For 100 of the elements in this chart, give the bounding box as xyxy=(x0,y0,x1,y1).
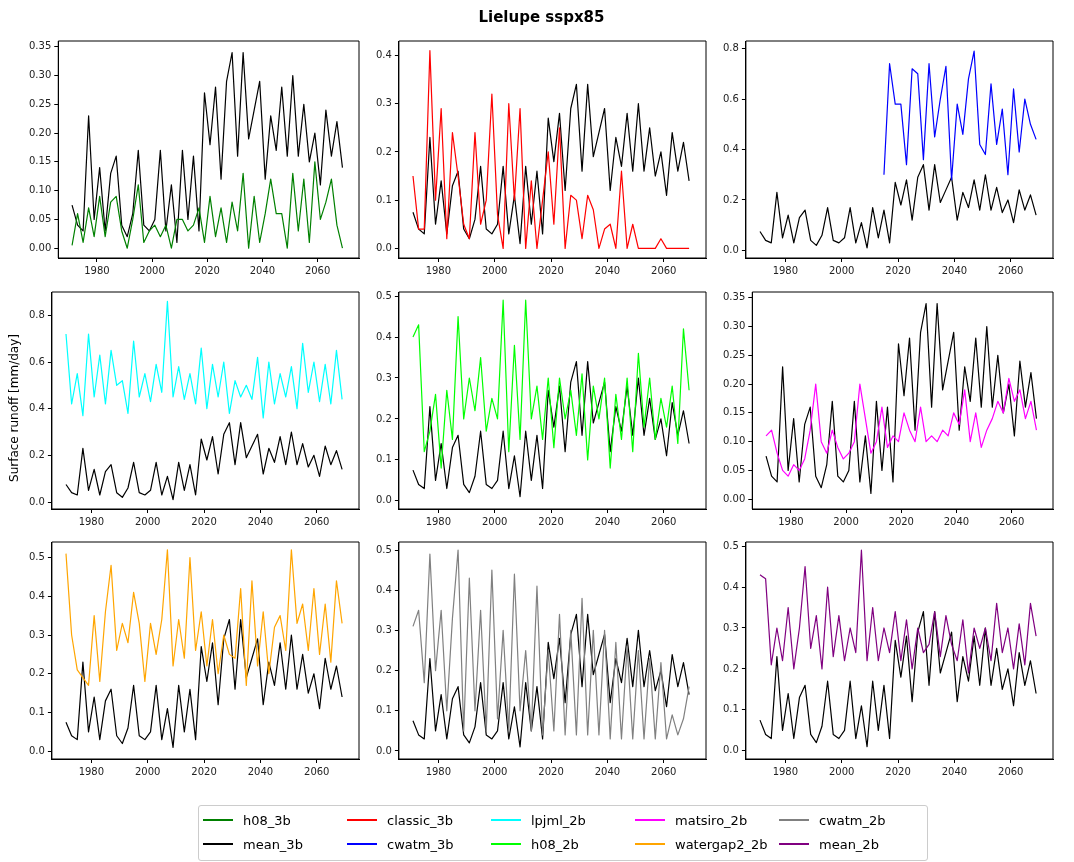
x-tick-label: 2040 xyxy=(594,264,621,276)
y-tick-label: 0.2 xyxy=(29,448,45,460)
x-tick-label: 2040 xyxy=(247,515,274,527)
y-tick-label: 0.0 xyxy=(376,744,392,756)
y-tick-label: 0.5 xyxy=(29,551,45,563)
x-tick-label: 2000 xyxy=(139,264,165,276)
y-tick-label: 0.6 xyxy=(723,92,739,104)
legend-label: classic_3b xyxy=(387,812,454,828)
x-tick-label: 1980 xyxy=(772,765,799,777)
y-tick-label: 0.2 xyxy=(29,667,45,679)
y-tick-label: 0.25 xyxy=(29,97,52,109)
chart-title: Lielupe sspx85 xyxy=(477,8,606,26)
y-tick-label: 0.2 xyxy=(723,662,739,674)
y-tick-label: 0.1 xyxy=(723,703,739,715)
y-tick-label: 0.3 xyxy=(723,621,739,633)
y-tick-label: 0.4 xyxy=(29,589,45,601)
x-tick-label: 2020 xyxy=(191,515,217,527)
y-tick-label: 0.30 xyxy=(29,69,52,81)
x-tick-label: 2060 xyxy=(651,264,677,276)
x-tick-label: 2000 xyxy=(134,765,161,777)
y-tick-label: 0.8 xyxy=(29,308,45,320)
x-tick-label: 2060 xyxy=(998,515,1025,527)
y-axis-title: Surface runoff [mm/day] xyxy=(7,334,21,482)
x-tick-label: 2040 xyxy=(941,765,968,777)
y-tick-label: 0.4 xyxy=(376,49,392,61)
y-tick-label: 0.0 xyxy=(29,744,45,756)
y-tick-label: 0.0 xyxy=(376,494,392,506)
y-tick-label: 0.3 xyxy=(29,628,45,640)
y-tick-label: 0.35 xyxy=(29,40,52,52)
x-tick-label: 2020 xyxy=(538,765,564,777)
y-tick-label: 0.4 xyxy=(376,583,392,595)
legend-label: watergap2_2b xyxy=(675,836,768,852)
legend-label: mean_3b xyxy=(243,836,303,852)
y-tick-label: 0.20 xyxy=(29,126,52,138)
y-tick-label: 0.35 xyxy=(723,291,746,303)
y-tick-label: 0.6 xyxy=(29,355,45,367)
x-tick-label: 2000 xyxy=(828,765,855,777)
y-tick-label: 0.10 xyxy=(723,435,746,447)
x-tick-label: 2020 xyxy=(538,264,564,276)
legend-label: cwatm_2b xyxy=(819,812,886,828)
x-tick-label: 2020 xyxy=(191,765,217,777)
x-tick-label: 2060 xyxy=(651,765,677,777)
y-tick-label: 0.1 xyxy=(376,193,392,205)
x-tick-label: 2040 xyxy=(249,264,276,276)
y-tick-label: 0.15 xyxy=(29,155,52,167)
y-tick-label: 0.2 xyxy=(376,145,392,157)
x-tick-label: 2000 xyxy=(481,264,508,276)
y-tick-label: 0.05 xyxy=(29,213,52,225)
y-tick-label: 0.4 xyxy=(29,402,45,414)
y-tick-label: 0.4 xyxy=(376,330,392,342)
x-tick-label: 1980 xyxy=(425,264,452,276)
y-tick-label: 0.0 xyxy=(29,495,45,507)
y-tick-label: 0.25 xyxy=(723,348,746,360)
x-tick-label: 2060 xyxy=(651,515,677,527)
y-tick-label: 0.2 xyxy=(723,193,739,205)
y-tick-label: 0.3 xyxy=(376,624,392,635)
y-tick-label: 0.10 xyxy=(29,184,52,196)
x-tick-label: 2000 xyxy=(134,515,161,527)
legend-label: h08_3b xyxy=(243,812,291,828)
x-tick-label: 2040 xyxy=(941,264,968,276)
x-tick-label: 2020 xyxy=(885,264,911,276)
y-tick-label: 0.8 xyxy=(723,42,739,54)
x-tick-label: 2040 xyxy=(247,765,274,777)
x-tick-label: 1980 xyxy=(425,515,452,527)
legend-label: matsiro_2b xyxy=(675,812,748,828)
legend-label: mean_2b xyxy=(819,836,879,852)
y-tick-label: 0.1 xyxy=(29,706,45,718)
y-tick-label: 0.0 xyxy=(376,241,392,253)
x-tick-label: 1980 xyxy=(78,765,105,777)
x-tick-label: 2020 xyxy=(538,515,564,527)
y-tick-label: 0.30 xyxy=(723,320,746,332)
x-tick-label: 1980 xyxy=(78,515,105,527)
y-tick-label: 0.20 xyxy=(723,377,746,389)
y-tick-label: 0.5 xyxy=(376,289,392,301)
x-tick-label: 2060 xyxy=(304,264,331,276)
y-tick-label: 0.1 xyxy=(376,453,392,465)
y-tick-label: 0.15 xyxy=(723,406,746,418)
x-tick-label: 2060 xyxy=(998,765,1024,777)
legend-label: h08_2b xyxy=(531,836,579,852)
y-tick-label: 0.00 xyxy=(723,492,746,504)
x-tick-label: 2040 xyxy=(594,515,621,527)
x-tick-label: 2060 xyxy=(304,765,330,777)
y-tick-label: 0.5 xyxy=(376,543,392,555)
y-tick-label: 0.0 xyxy=(723,744,739,756)
x-tick-label: 1980 xyxy=(84,264,110,276)
x-tick-label: 2000 xyxy=(833,515,859,527)
x-tick-label: 2000 xyxy=(828,264,855,276)
legend-label: cwatm_3b xyxy=(387,836,454,852)
y-tick-label: 0.4 xyxy=(723,143,739,155)
x-tick-label: 2000 xyxy=(481,515,508,527)
x-tick-label: 2020 xyxy=(194,264,220,276)
x-tick-label: 2060 xyxy=(998,264,1024,276)
x-tick-label: 2060 xyxy=(304,515,330,527)
y-tick-label: 0.4 xyxy=(723,580,739,592)
x-tick-label: 2000 xyxy=(481,765,508,777)
x-tick-label: 2040 xyxy=(594,765,621,777)
x-tick-label: 1980 xyxy=(425,765,452,777)
x-tick-label: 2040 xyxy=(943,515,970,527)
y-tick-label: 0.1 xyxy=(376,704,392,716)
x-tick-label: 2020 xyxy=(885,765,911,777)
